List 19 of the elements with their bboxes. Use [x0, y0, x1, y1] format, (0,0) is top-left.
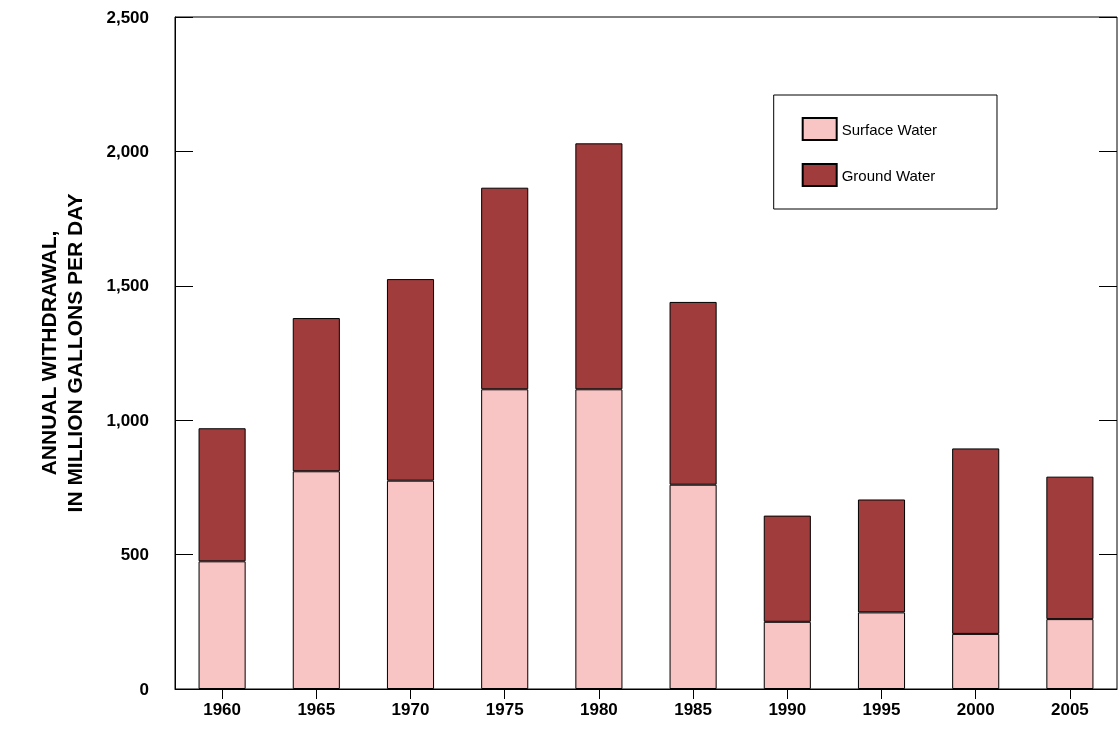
legend-label: Surface Water	[841, 120, 937, 138]
x-tick-label: 1980	[579, 700, 618, 719]
y-tick-label: 1,500	[106, 276, 149, 296]
x-tick-label: 1985	[674, 700, 713, 719]
x-tick-label: 1995	[862, 700, 901, 719]
x-tick-label: 1975	[485, 700, 524, 719]
y-tick-label: 0	[139, 679, 149, 699]
y-tick-label: 2,500	[106, 7, 149, 27]
y-tick-label: 2,000	[106, 141, 149, 161]
y-axis-title: ANNUAL WITHDRAWAL, IN MILLION GALLONS PER DAY	[36, 193, 86, 513]
legend-label: Ground Water	[841, 166, 936, 184]
x-tick-label: 2000	[956, 700, 995, 719]
y-tick-label: 1,000	[106, 410, 149, 430]
y-tick-label: 500	[120, 545, 149, 565]
x-tick-label: 1960	[203, 700, 242, 719]
x-tick-label: 1965	[297, 700, 336, 719]
x-tick-label: 1970	[391, 700, 430, 719]
x-tick-label: 2005	[1050, 700, 1089, 719]
x-tick-label: 1990	[768, 700, 807, 719]
